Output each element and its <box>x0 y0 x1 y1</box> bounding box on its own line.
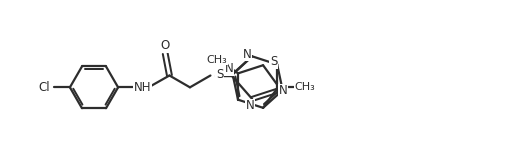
Text: N: N <box>243 48 251 61</box>
Text: S: S <box>216 68 223 81</box>
Text: N: N <box>279 84 287 97</box>
Text: CH₃: CH₃ <box>207 55 227 65</box>
Text: N: N <box>225 62 233 75</box>
Text: O: O <box>161 39 170 52</box>
Text: S: S <box>270 55 277 68</box>
Text: CH₃: CH₃ <box>294 81 315 92</box>
Text: Cl: Cl <box>39 81 50 94</box>
Text: NH: NH <box>134 81 152 94</box>
Text: N: N <box>245 99 255 112</box>
